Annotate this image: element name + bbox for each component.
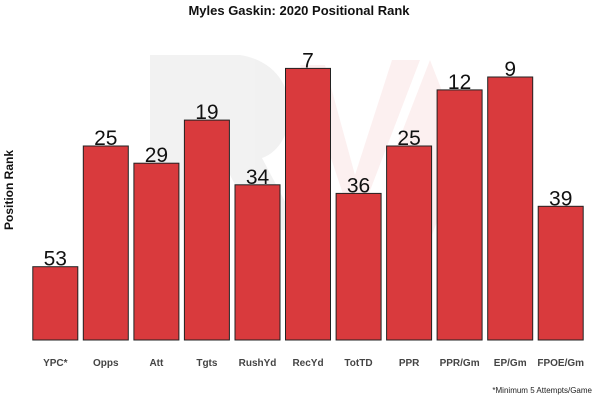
- bar-ppr: [386, 145, 433, 341]
- data-label-ypc: 53: [44, 248, 67, 271]
- chart-title: Myles Gaskin: 2020 Positional Rank: [188, 3, 410, 18]
- x-tick-att: Att: [149, 358, 164, 369]
- data-label-recyd: 7: [302, 49, 314, 72]
- x-tick-ppr-gm: PPR/Gm: [440, 358, 480, 369]
- data-label-fpoe-gm: 39: [549, 187, 572, 210]
- bars: [32, 67, 584, 341]
- x-tick-tottd: TotTD: [344, 358, 372, 369]
- bar-tgts: [183, 119, 230, 341]
- bar-recyd: [285, 67, 331, 341]
- x-tick-ypc: YPC*: [43, 358, 68, 369]
- bar-ypc: [32, 266, 79, 341]
- x-tick-rushyd: RushYd: [239, 358, 277, 369]
- x-tick-recyd: RecYd: [292, 358, 323, 369]
- data-label-ppr: 25: [397, 127, 420, 150]
- data-label-tottd: 36: [347, 174, 370, 197]
- bar-att: [133, 162, 180, 341]
- data-labels: 53 25 29 19 34 7 36 25 12 9 39: [44, 49, 573, 270]
- data-label-opps: 25: [94, 127, 117, 150]
- bar-opps: [82, 145, 129, 341]
- data-label-rushyd: 34: [246, 166, 270, 189]
- bar-fpoe-gm: [537, 205, 584, 341]
- x-tick-ep-gm: EP/Gm: [494, 358, 527, 369]
- bar-ppr-gm: [436, 89, 483, 341]
- x-tick-labels: YPC* Opps Att Tgts RushYd RecYd TotTD PPR PPR/Gm…: [43, 358, 584, 369]
- data-label-att: 29: [145, 144, 168, 167]
- bar-tottd: [335, 192, 382, 341]
- x-tick-fpoe-gm: FPOE/Gm: [537, 358, 584, 369]
- data-label-ep-gm: 9: [504, 58, 516, 81]
- footnote: *Minimum 5 Attempts/Game: [492, 386, 592, 395]
- x-tick-opps: Opps: [93, 358, 119, 369]
- x-tick-ppr: PPR: [399, 358, 420, 369]
- bar-ep-gm: [487, 76, 534, 341]
- x-tick-tgts: Tgts: [196, 358, 218, 369]
- bar-rushyd: [234, 184, 281, 341]
- data-label-tgts: 19: [195, 101, 218, 124]
- data-label-ppr-gm: 12: [448, 71, 471, 94]
- y-axis-label: Position Rank: [2, 150, 16, 230]
